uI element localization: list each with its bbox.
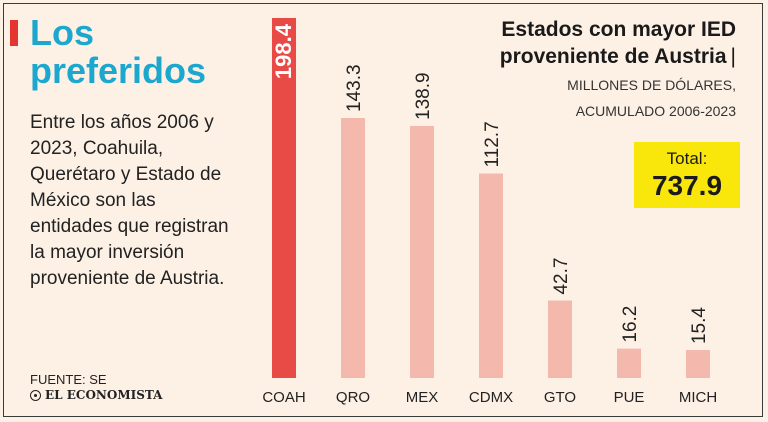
chart-title: Estados con mayor IED proveniente de Aus… xyxy=(500,16,736,70)
category-label-cdmx: CDMX xyxy=(469,389,513,406)
brand-name: EL ECONOMISTA xyxy=(45,388,163,402)
description-text: Entre los años 2006 y 2023, Coahuila, Qu… xyxy=(30,112,229,289)
value-label-coah: 198.4 xyxy=(271,23,296,79)
bar-cdmx xyxy=(479,173,503,378)
accent-bar xyxy=(10,20,18,46)
bar-gto xyxy=(548,300,572,378)
chart-title-line-2: proveniente de Austria | xyxy=(499,45,736,68)
bar-coah xyxy=(272,18,296,378)
brand-mark-icon xyxy=(30,389,41,401)
headline: Los preferidos xyxy=(30,14,260,90)
category-label-pue: PUE xyxy=(614,389,645,406)
category-label-gto: GTO xyxy=(544,389,576,406)
headline-line-2: preferidos xyxy=(30,50,207,91)
category-label-mex: MEX xyxy=(406,389,439,406)
bar-qro xyxy=(341,117,365,379)
value-label-mich: 15.4 xyxy=(689,307,710,344)
chart-frame xyxy=(3,3,763,417)
bar-mex xyxy=(410,125,434,378)
bar-mich xyxy=(686,350,710,378)
chart-subtitle: MILLONES DE DÓLARES, ACUMULADO 2006-2023 xyxy=(567,77,736,119)
value-label-cdmx: 112.7 xyxy=(482,121,503,167)
category-label-qro: QRO xyxy=(336,389,370,406)
headline-line-1: Los xyxy=(30,12,95,53)
brand-logo: EL ECONOMISTA xyxy=(30,388,162,402)
value-label-mex: 138.9 xyxy=(413,72,434,120)
value-label-gto: 42.7 xyxy=(551,258,572,295)
bar-pue xyxy=(617,348,641,378)
total-value: 737.9 xyxy=(651,170,723,201)
value-label-pue: 16.2 xyxy=(620,306,641,343)
total-box: Total: 737.9 xyxy=(634,142,740,208)
total-label: Total: xyxy=(666,149,708,168)
source-label: FUENTE: SE xyxy=(30,372,107,387)
chart-title-line-1: Estados con mayor IED xyxy=(501,18,736,41)
category-label-coah: COAH xyxy=(262,389,305,406)
value-label-qro: 143.3 xyxy=(344,64,365,112)
category-label-mich: MICH xyxy=(679,389,717,406)
